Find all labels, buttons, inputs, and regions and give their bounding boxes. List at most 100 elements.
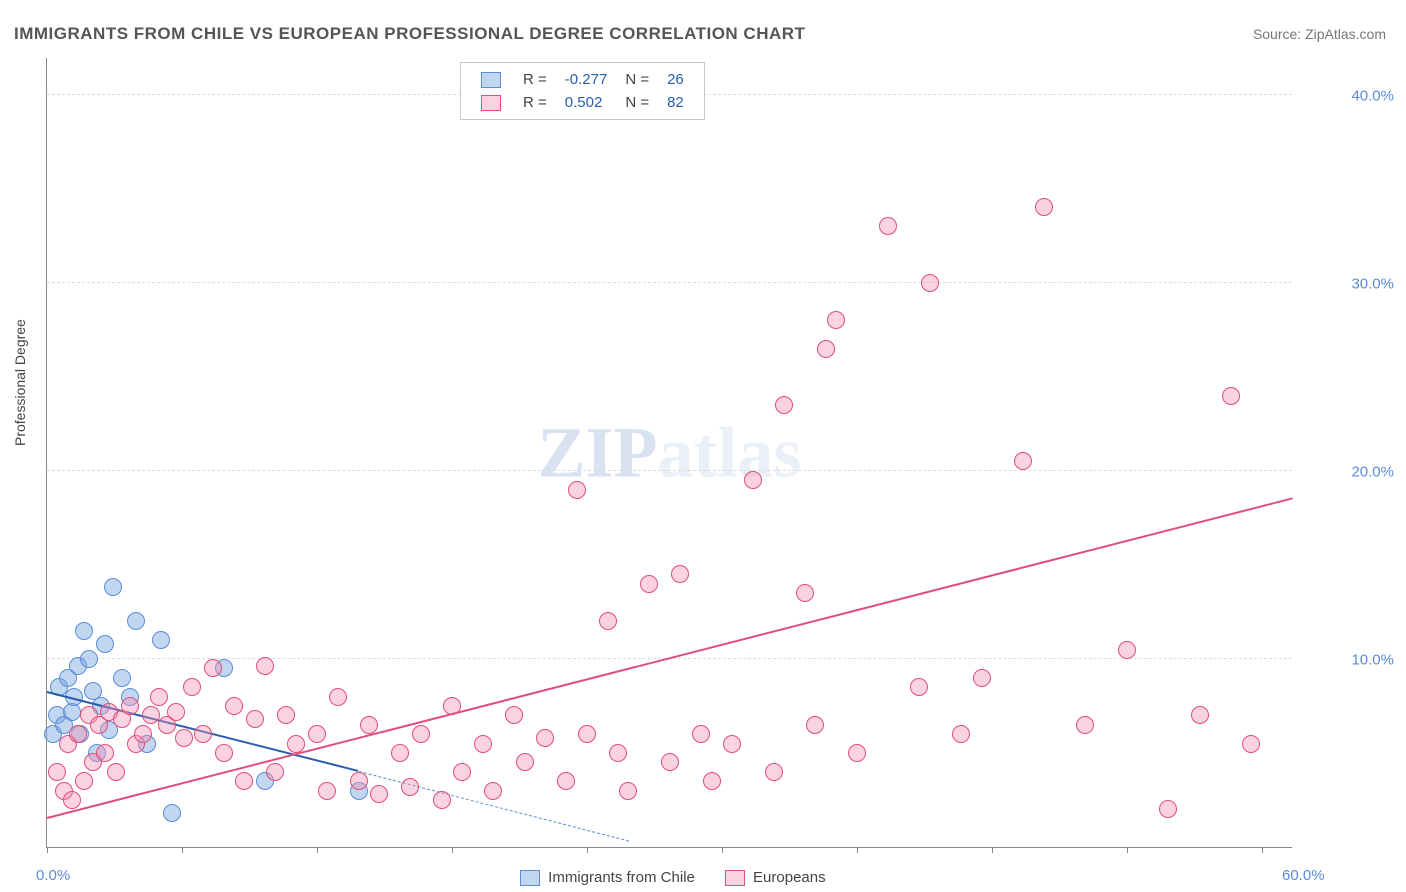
data-point bbox=[1014, 452, 1032, 470]
data-point bbox=[308, 725, 326, 743]
data-point bbox=[152, 631, 170, 649]
legend-swatch bbox=[725, 870, 745, 886]
data-point bbox=[910, 678, 928, 696]
scatter-plot-area: ZIPatlas bbox=[46, 58, 1292, 848]
r-value: -0.277 bbox=[557, 69, 616, 90]
y-tick-label: 10.0% bbox=[1351, 651, 1394, 668]
x-tick bbox=[317, 847, 318, 853]
data-point bbox=[1159, 800, 1177, 818]
data-point bbox=[557, 772, 575, 790]
data-point bbox=[48, 763, 66, 781]
data-point bbox=[318, 782, 336, 800]
data-point bbox=[142, 706, 160, 724]
data-point bbox=[96, 744, 114, 762]
data-point bbox=[474, 735, 492, 753]
data-point bbox=[848, 744, 866, 762]
data-point bbox=[150, 688, 168, 706]
data-point bbox=[536, 729, 554, 747]
r-label: R = bbox=[515, 69, 555, 90]
n-value: 82 bbox=[659, 92, 692, 113]
series-legend: Immigrants from Chile Europeans bbox=[520, 869, 856, 886]
x-tick-label: 0.0% bbox=[36, 867, 70, 884]
data-point bbox=[63, 791, 81, 809]
y-axis-label: Professional Degree bbox=[12, 319, 28, 446]
data-point bbox=[433, 791, 451, 809]
data-point bbox=[599, 612, 617, 630]
data-point bbox=[952, 725, 970, 743]
r-label: R = bbox=[515, 92, 555, 113]
correlation-legend: R =-0.277N =26R =0.502N =82 bbox=[460, 62, 705, 120]
data-point bbox=[113, 669, 131, 687]
data-point bbox=[225, 697, 243, 715]
data-point bbox=[391, 744, 409, 762]
data-point bbox=[183, 678, 201, 696]
data-point bbox=[1076, 716, 1094, 734]
data-point bbox=[246, 710, 264, 728]
x-tick bbox=[992, 847, 993, 853]
data-point bbox=[827, 311, 845, 329]
data-point bbox=[1242, 735, 1260, 753]
data-point bbox=[578, 725, 596, 743]
n-label: N = bbox=[617, 69, 657, 90]
data-point bbox=[817, 340, 835, 358]
data-point bbox=[194, 725, 212, 743]
data-point bbox=[1118, 641, 1136, 659]
data-point bbox=[75, 622, 93, 640]
data-point bbox=[266, 763, 284, 781]
data-point bbox=[640, 575, 658, 593]
x-tick bbox=[1262, 847, 1263, 853]
chart-title: IMMIGRANTS FROM CHILE VS EUROPEAN PROFES… bbox=[14, 24, 805, 44]
legend-label: Immigrants from Chile bbox=[548, 869, 695, 886]
data-point bbox=[1191, 706, 1209, 724]
data-point bbox=[775, 396, 793, 414]
data-point bbox=[412, 725, 430, 743]
data-point bbox=[401, 778, 419, 796]
data-point bbox=[484, 782, 502, 800]
x-tick bbox=[452, 847, 453, 853]
legend-swatch bbox=[520, 870, 540, 886]
data-point bbox=[75, 772, 93, 790]
data-point bbox=[175, 729, 193, 747]
data-point bbox=[287, 735, 305, 753]
data-point bbox=[277, 706, 295, 724]
x-tick-label: 60.0% bbox=[1282, 867, 1325, 884]
n-label: N = bbox=[617, 92, 657, 113]
data-point bbox=[692, 725, 710, 743]
r-value: 0.502 bbox=[557, 92, 616, 113]
data-point bbox=[1035, 198, 1053, 216]
x-tick bbox=[722, 847, 723, 853]
data-point bbox=[69, 725, 87, 743]
gridline bbox=[47, 282, 1292, 283]
data-point bbox=[796, 584, 814, 602]
x-tick bbox=[47, 847, 48, 853]
data-point bbox=[204, 659, 222, 677]
legend-item: Europeans bbox=[725, 869, 826, 886]
legend-row: R =-0.277N =26 bbox=[473, 69, 692, 90]
data-point bbox=[921, 274, 939, 292]
data-point bbox=[256, 657, 274, 675]
legend-label: Europeans bbox=[753, 869, 826, 886]
y-tick-label: 40.0% bbox=[1351, 87, 1394, 104]
legend-swatch bbox=[481, 95, 501, 111]
data-point bbox=[516, 753, 534, 771]
data-point bbox=[360, 716, 378, 734]
data-point bbox=[703, 772, 721, 790]
x-tick bbox=[857, 847, 858, 853]
data-point bbox=[127, 612, 145, 630]
data-point bbox=[609, 744, 627, 762]
data-point bbox=[163, 804, 181, 822]
data-point bbox=[96, 635, 114, 653]
data-point bbox=[661, 753, 679, 771]
gridline bbox=[47, 470, 1292, 471]
data-point bbox=[568, 481, 586, 499]
data-point bbox=[879, 217, 897, 235]
data-point bbox=[167, 703, 185, 721]
x-tick bbox=[1127, 847, 1128, 853]
data-point bbox=[350, 772, 368, 790]
data-point bbox=[453, 763, 471, 781]
data-point bbox=[765, 763, 783, 781]
legend-swatch bbox=[481, 72, 501, 88]
n-value: 26 bbox=[659, 69, 692, 90]
y-tick-label: 20.0% bbox=[1351, 463, 1394, 480]
legend-item: Immigrants from Chile bbox=[520, 869, 695, 886]
